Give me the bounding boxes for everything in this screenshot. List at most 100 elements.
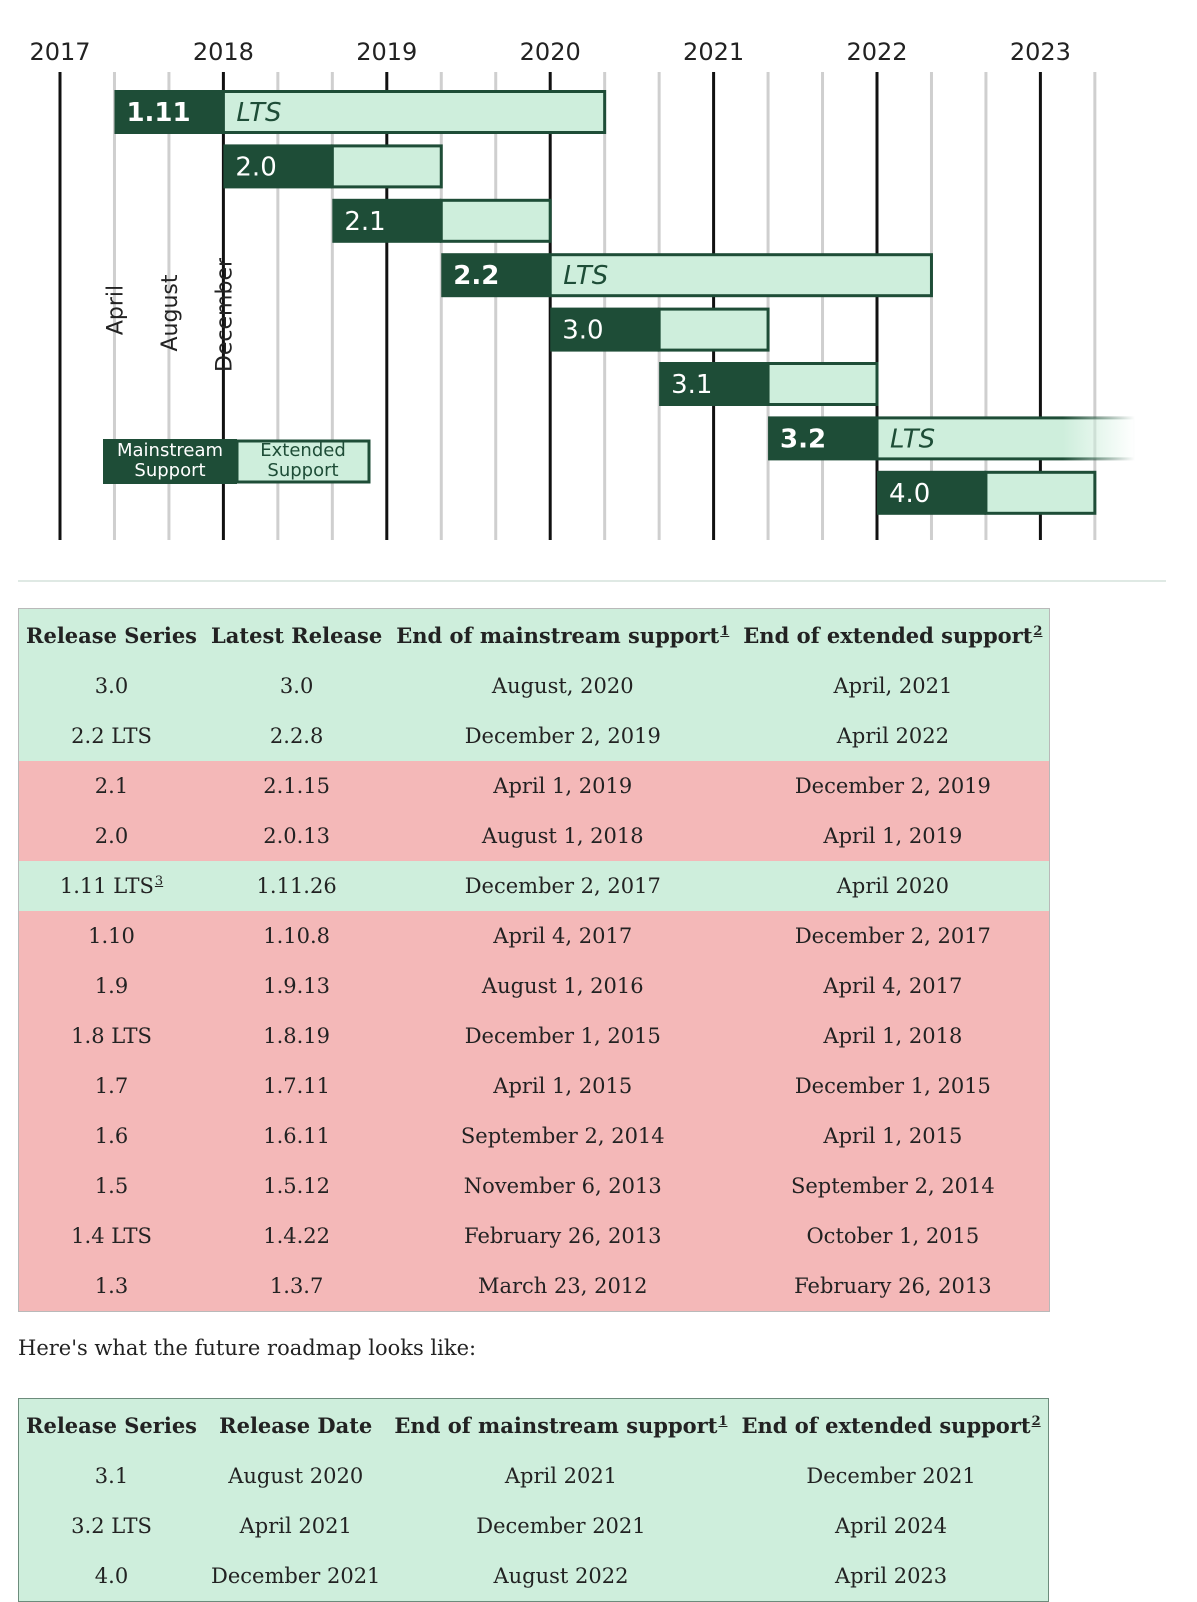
header-release-series: Release Series <box>26 622 198 648</box>
end-mainstream-cell: August 2022 <box>493 1564 629 1588</box>
mainstream-support-bar <box>223 144 333 189</box>
end-mainstream-cell: December 2, 2019 <box>464 724 661 748</box>
latest-release-cell: 1.3.7 <box>269 1274 324 1298</box>
year-label: 2018 <box>193 38 254 66</box>
table-row: 1.6 1.6.11 September 2, 2014 April 1, 2015 <box>18 1111 1050 1161</box>
end-extended-cell: December 2, 2019 <box>794 774 991 798</box>
end-extended-cell: April 1, 2015 <box>823 1124 963 1148</box>
end-mainstream-cell: August 1, 2016 <box>481 974 644 998</box>
release-bar-label: 2.1 <box>344 207 385 237</box>
end-extended-cell: December 2, 2017 <box>794 924 991 948</box>
latest-release-cell: 2.2.8 <box>269 724 324 748</box>
table-row: 4.0 December 2021 August 2022 April 2023 <box>18 1551 1049 1602</box>
month-label: December <box>212 257 237 372</box>
header-end-extended: End of extended support2 <box>741 1412 1041 1438</box>
mainstream-support-bar <box>659 362 769 406</box>
footnote-link-1[interactable]: 1 <box>718 1413 728 1429</box>
lts-label: LTS <box>236 98 281 128</box>
release-series-cell: 1.11 LTS3 <box>59 874 164 898</box>
end-mainstream-cell: December 2, 2017 <box>464 874 661 898</box>
year-label: 2017 <box>29 38 90 66</box>
header-latest-release: Latest Release <box>211 622 383 648</box>
footnote-link-3[interactable]: 3 <box>154 874 164 889</box>
end-extended-cell: February 26, 2013 <box>794 1274 992 1298</box>
end-mainstream-cell: April 4, 2017 <box>493 924 633 948</box>
release-bar-label: 2.0 <box>235 152 276 182</box>
footnote-link-2[interactable]: 2 <box>1033 623 1043 639</box>
latest-release-cell: 2.0.13 <box>263 824 331 848</box>
release-bar-2-2: 2.2 LTS <box>441 253 933 298</box>
table-row: 1.5 1.5.12 November 6, 2013 September 2, 20… <box>18 1161 1050 1211</box>
legend-extended-line1: Extended <box>260 440 346 461</box>
table-header-row: Release Series Release Date End of mains… <box>18 1398 1049 1451</box>
end-mainstream-cell: April 2021 <box>504 1464 618 1488</box>
legend-mainstream-swatch <box>103 439 237 484</box>
release-series-cell: 1.7 <box>94 1074 129 1098</box>
legend-extended-line2: Support <box>267 460 338 481</box>
release-bar-3-0: 3.0 <box>550 307 770 352</box>
timeline-legend: Mainstream Support Extended Support <box>103 439 371 484</box>
header-release-date: Release Date <box>219 1412 373 1438</box>
release-series-cell: 4.0 <box>94 1564 129 1588</box>
year-label: 2021 <box>683 38 744 66</box>
release-series-table: Release Series Latest Release End of mai… <box>18 608 1051 1312</box>
release-series-cell: 2.1 <box>94 774 129 798</box>
latest-release-cell: 3.0 <box>279 674 314 698</box>
release-bar-label: 4.0 <box>889 479 930 509</box>
release-bar-label: 3.0 <box>562 316 603 346</box>
end-mainstream-cell: March 23, 2012 <box>477 1274 648 1298</box>
end-mainstream-cell: February 26, 2013 <box>464 1224 662 1248</box>
mainstream-support-bar <box>768 416 877 461</box>
table-row: 1.4 LTS 1.4.22 February 26, 2013 October 1,… <box>18 1211 1050 1261</box>
release-bar-label: 1.11 <box>126 98 190 128</box>
table-row: 1.7 1.7.11 April 1, 2015 December 1, 2015 <box>18 1061 1050 1111</box>
end-mainstream-cell: September 2, 2014 <box>460 1124 665 1148</box>
release-bar-3-2: 3.2 LTS <box>768 416 1137 461</box>
lts-label: LTS <box>890 424 935 454</box>
extended-support-bar <box>766 362 879 406</box>
end-mainstream-cell: April 1, 2019 <box>493 774 633 798</box>
month-label: April <box>103 285 128 335</box>
release-bar-2-1: 2.1 <box>332 198 552 243</box>
release-series-cell: 3.2 LTS <box>71 1514 152 1538</box>
latest-release-cell: 1.9.13 <box>263 974 331 998</box>
release-bar-3-1: 3.1 <box>659 362 879 406</box>
extended-support-bar <box>984 470 1097 515</box>
header-end-extended: End of extended support2 <box>743 622 1043 648</box>
mainstream-support-bar <box>550 307 660 352</box>
year-label: 2023 <box>1010 38 1071 66</box>
end-extended-cell: April 2023 <box>834 1564 948 1588</box>
latest-release-cell: 1.5.12 <box>263 1174 331 1198</box>
release-timeline-chart: 2017 2018 2019 2020 2021 2022 2023 April August… <box>29 38 1137 540</box>
release-series-cell: 1.8 LTS <box>71 1024 152 1048</box>
end-extended-cell: April 2020 <box>836 874 949 898</box>
table-row: 2.1 2.1.15 April 1, 2019 December 2, 2019 <box>18 761 1050 811</box>
header-end-mainstream: End of mainstream support1 <box>396 622 730 648</box>
table-row: 1.9 1.9.13 August 1, 2016 April 4, 2017 <box>18 961 1050 1011</box>
footnote-link-1[interactable]: 1 <box>720 623 730 639</box>
end-extended-cell: April 4, 2017 <box>823 974 963 998</box>
end-mainstream-cell: August 1, 2018 <box>481 824 644 848</box>
latest-release-cell: 2.1.15 <box>263 774 331 798</box>
end-extended-cell: September 2, 2014 <box>790 1174 995 1198</box>
table-row: 3.2 LTS April 2021 December 2021 April 2024 <box>18 1501 1049 1551</box>
roadmap-intro-text: Here's what the future roadmap looks lik… <box>18 1336 477 1360</box>
latest-release-cell: 1.4.22 <box>263 1224 331 1248</box>
release-series-cell: 3.1 <box>94 1464 129 1488</box>
extended-support-bar <box>657 307 770 352</box>
end-mainstream-cell: April 1, 2015 <box>493 1074 633 1098</box>
end-extended-cell: April 1, 2018 <box>823 1024 963 1048</box>
release-series-cell: 1.10 <box>88 924 135 948</box>
table-row: 3.1 August 2020 April 2021 December 2021 <box>18 1451 1049 1501</box>
latest-release-cell: 1.10.8 <box>263 924 331 948</box>
release-series-cell: 3.0 <box>94 674 129 698</box>
table-header-row: Release Series Latest Release End of mai… <box>18 608 1050 661</box>
release-series-cell: 1.3 <box>94 1274 129 1298</box>
footnote-link-2[interactable]: 2 <box>1031 1413 1041 1429</box>
latest-release-cell: 1.11.26 <box>256 874 337 898</box>
release-date-cell: April 2021 <box>239 1514 352 1538</box>
extended-support-bar <box>439 198 552 243</box>
release-bar-1-11: 1.11 LTS <box>114 90 607 134</box>
release-series-cell: 2.0 <box>94 824 129 848</box>
month-label: August <box>158 274 183 351</box>
